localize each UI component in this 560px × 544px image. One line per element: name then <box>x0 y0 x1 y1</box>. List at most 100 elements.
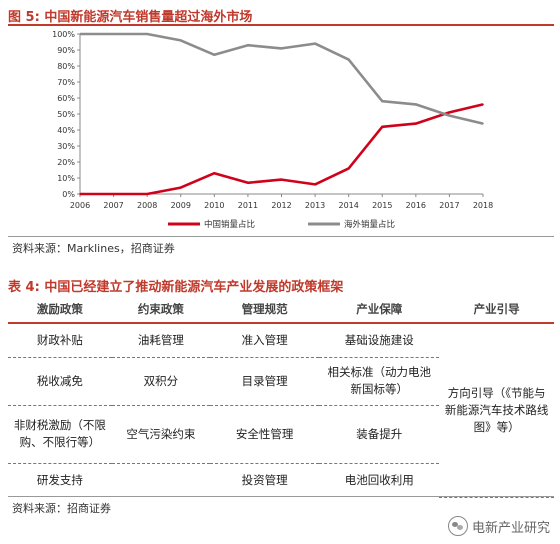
series-line <box>80 32 484 125</box>
legend-label: 海外销量占比 <box>344 219 395 230</box>
y-tick-label: 40% <box>57 126 75 135</box>
y-tick-label: 30% <box>57 142 75 151</box>
data-point <box>347 167 350 170</box>
data-point <box>247 182 249 184</box>
table-cell: 电池回收利用 <box>344 472 414 487</box>
figure-top-rule <box>8 24 554 26</box>
x-tick-label: 2018 <box>473 201 493 210</box>
policy-table: 激励政策 约束政策 管理规范 产业保障 产业引导 财政补贴 油耗管理 准入管理 … <box>8 296 554 498</box>
x-tick-label: 2017 <box>439 201 459 210</box>
x-tick-label: 2011 <box>238 201 258 210</box>
data-point <box>314 42 316 45</box>
watermark: 电新产业研究 <box>447 516 550 536</box>
y-tick-label: 70% <box>57 78 75 87</box>
table-row: 非财税激励（不限购、不限行等） 空气污染约束 安全性管理 装备提升 <box>8 405 554 464</box>
data-point <box>213 172 216 174</box>
table-source: 资料来源：招商证券 <box>12 502 111 515</box>
data-point <box>482 122 484 125</box>
line-chart: 0%10%20%30%40%50%60%70%80%90%100% 2006 20… <box>52 30 493 230</box>
table-cell: 非财税激励（不限购、不限行等） <box>8 405 112 464</box>
data-point <box>280 47 283 50</box>
data-point <box>381 100 384 102</box>
x-tick-label: 2015 <box>372 201 392 210</box>
table-label: 表 4: <box>8 280 40 295</box>
table-cell: 安全性管理 <box>210 405 320 464</box>
header-cell: 产业保障 <box>319 296 440 324</box>
y-tick-label: 100% <box>52 30 75 39</box>
y-tick-label: 50% <box>57 110 75 119</box>
data-point <box>415 103 417 106</box>
data-point <box>448 111 451 114</box>
table-cell: 目录管理 <box>210 357 320 406</box>
data-point <box>79 193 81 195</box>
data-point <box>247 44 249 46</box>
table-row: 税收减免 双积分 目录管理 相关标准（动力电池新国标等） <box>8 357 554 406</box>
table-cell: 装备提升 <box>319 405 440 464</box>
x-tick-label: 2009 <box>171 201 191 210</box>
x-tick-label: 2007 <box>103 201 123 210</box>
header-cell: 产业引导 <box>439 296 554 324</box>
y-axis: 0% 10% 20% 30% 40% 50% 60% 70% 80% 90% 100% <box>52 30 81 199</box>
table-title: 表 4: 中国已经建立了推动新能源汽车产业发展的政策框架 <box>8 276 343 295</box>
data-point <box>347 58 350 61</box>
data-point <box>146 193 148 195</box>
table-row: 财政补贴 油耗管理 准入管理 基础设施建设 方向引导（《节能与新能源汽车技术路线… <box>8 323 554 498</box>
x-tick-label: 2006 <box>70 201 90 210</box>
data-point <box>112 193 115 195</box>
x-tick-label: 2014 <box>338 201 358 210</box>
series-line <box>80 103 484 196</box>
data-point <box>381 126 384 128</box>
data-point <box>448 114 451 117</box>
table-cell: 税收减免 <box>8 357 112 406</box>
data-point <box>79 33 81 35</box>
data-point <box>280 178 283 181</box>
x-tick-label: 2013 <box>305 201 325 210</box>
y-tick-label: 60% <box>57 94 75 103</box>
figure-title: 图 5: 中国新能源汽车销售量超过海外市场 <box>8 6 252 25</box>
legend-label: 中国销量占比 <box>204 219 255 230</box>
table-row: 研发支持 投资管理 电池回收利用 <box>8 463 554 497</box>
table-cell: 投资管理 <box>241 472 288 487</box>
table-bottom-rule <box>8 496 554 497</box>
table-cell: 研发支持 <box>36 472 83 487</box>
figure-source: 资料来源：Marklines，招商证券 <box>12 242 175 255</box>
table-cell: 准入管理 <box>210 323 320 358</box>
table-cell: 财政补贴 <box>8 323 112 358</box>
data-point <box>179 39 182 42</box>
y-tick-label: 20% <box>57 158 75 167</box>
table-cell <box>112 463 210 497</box>
guidance-cell: 方向引导（《节能与新能源汽车技术路线图》等） <box>439 323 554 498</box>
table-header-row: 激励政策 约束政策 管理规范 产业保障 产业引导 <box>8 296 554 324</box>
header-cell: 激励政策 <box>8 296 112 324</box>
chart-legend: 中国销量占比 海外销量占比 <box>168 219 395 230</box>
figure-label: 图 5: <box>8 10 40 25</box>
y-tick-label: 80% <box>57 62 75 71</box>
table-cell: 相关标准（动力电池新国标等） <box>319 357 440 406</box>
header-cell: 约束政策 <box>111 296 210 324</box>
x-tick-label: 2016 <box>406 201 426 210</box>
header-cell: 管理规范 <box>210 296 320 324</box>
data-point <box>213 54 216 56</box>
watermark-text: 电新产业研究 <box>471 520 550 536</box>
figure-bottom-rule <box>8 236 554 237</box>
y-tick-label: 10% <box>57 174 75 183</box>
table-cell: 基础设施建设 <box>319 323 440 358</box>
y-tick-label: 0% <box>62 190 75 199</box>
y-tick-label: 90% <box>57 46 75 55</box>
data-point <box>415 122 417 125</box>
wechat-icon <box>447 516 468 536</box>
data-point <box>482 103 484 106</box>
chart-series <box>79 32 484 196</box>
table-cell: 油耗管理 <box>111 323 210 358</box>
data-point <box>146 33 148 35</box>
data-point <box>179 186 182 189</box>
x-tick-label: 2010 <box>204 201 224 210</box>
table-cell: 双积分 <box>111 357 210 406</box>
table-title-text: 中国已经建立了推动新能源汽车产业发展的政策框架 <box>44 280 344 295</box>
x-axis: 2006 2007 2008 2009 2010 2011 2012 2013 2014 2015… <box>70 193 493 210</box>
x-tick-label: 2008 <box>137 201 157 210</box>
x-tick-label: 2012 <box>271 201 291 210</box>
table-cell: 空气污染约束 <box>111 405 210 464</box>
data-point <box>314 183 316 186</box>
figure-title-text: 中国新能源汽车销售量超过海外市场 <box>44 10 253 25</box>
